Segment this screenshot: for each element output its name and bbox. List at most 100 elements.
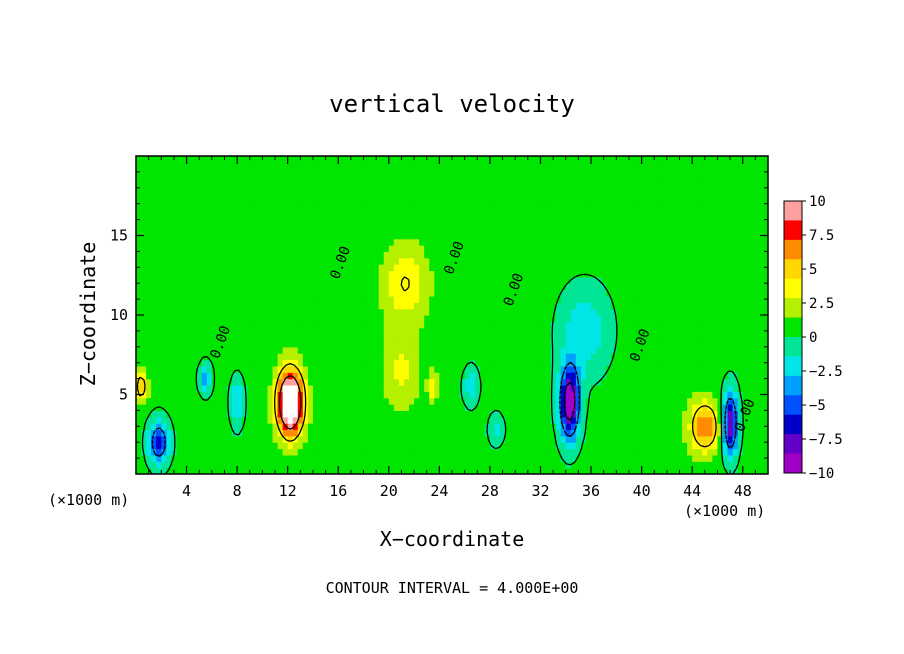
- heatmap-cell: [343, 206, 349, 214]
- heatmap-cell: [282, 181, 289, 189]
- heatmap-cell: [166, 187, 172, 195]
- heatmap-cell: [307, 289, 314, 297]
- heatmap-cell: [469, 181, 476, 189]
- heatmap-cell: [439, 410, 446, 418]
- heatmap-cell: [444, 225, 451, 233]
- heatmap-cell: [146, 454, 152, 462]
- heatmap-cell: [338, 423, 344, 431]
- heatmap-cell: [227, 251, 233, 259]
- heatmap-cell: [181, 206, 188, 214]
- heatmap-cell: [500, 276, 506, 284]
- heatmap-cell: [343, 251, 349, 259]
- heatmap-cell: [596, 283, 602, 291]
- heatmap-cell: [621, 365, 628, 373]
- heatmap-cell: [216, 359, 223, 367]
- heatmap-cell: [221, 448, 228, 456]
- heatmap-cell: [611, 346, 617, 354]
- heatmap-cell: [398, 181, 405, 189]
- heatmap-cell: [454, 365, 461, 373]
- heatmap-cell: [227, 321, 233, 329]
- heatmap-cell: [176, 194, 183, 202]
- heatmap-cell: [348, 238, 355, 246]
- heatmap-cell: [146, 181, 152, 189]
- heatmap-cell: [307, 378, 314, 386]
- heatmap-cell: [626, 264, 633, 272]
- heatmap-cell: [247, 365, 253, 373]
- heatmap-cell: [216, 194, 223, 202]
- heatmap-cell: [206, 359, 213, 367]
- heatmap-cell: [403, 353, 410, 361]
- heatmap-cell: [181, 295, 188, 303]
- heatmap-cell: [287, 359, 294, 367]
- heatmap-cell: [252, 384, 258, 392]
- heatmap-cell: [343, 175, 349, 183]
- heatmap-cell: [494, 162, 501, 170]
- heatmap-cell: [216, 429, 223, 437]
- heatmap-cell: [505, 295, 511, 303]
- heatmap-cell: [469, 302, 476, 310]
- heatmap-cell: [393, 295, 400, 303]
- heatmap-cell: [393, 321, 400, 329]
- heatmap-cell: [368, 187, 375, 195]
- heatmap-cell: [454, 448, 461, 456]
- heatmap-cell: [419, 384, 425, 392]
- heatmap-cell: [434, 448, 440, 456]
- heatmap-cell: [565, 302, 572, 310]
- heatmap-cell: [621, 461, 628, 469]
- heatmap-cell: [176, 391, 183, 399]
- heatmap-cell: [494, 194, 501, 202]
- heatmap-cell: [575, 442, 582, 450]
- heatmap-cell: [489, 365, 496, 373]
- heatmap-cell: [419, 219, 425, 227]
- heatmap-cell: [525, 187, 531, 195]
- heatmap-cell: [606, 283, 612, 291]
- heatmap-cell: [560, 404, 567, 411]
- heatmap-cell: [287, 175, 294, 183]
- heatmap-cell: [388, 315, 395, 322]
- heatmap-cell: [611, 257, 617, 265]
- heatmap-cell: [343, 378, 349, 386]
- heatmap-cell: [312, 219, 319, 227]
- heatmap-cell: [388, 156, 395, 163]
- heatmap-cell: [626, 410, 633, 418]
- heatmap-cell: [211, 181, 218, 189]
- heatmap-cell: [631, 454, 638, 462]
- heatmap-cell: [287, 232, 294, 240]
- heatmap-cell: [343, 467, 349, 474]
- heatmap-cell: [424, 194, 430, 202]
- heatmap-cell: [338, 327, 344, 335]
- heatmap-cell: [141, 264, 147, 272]
- heatmap-cell: [479, 410, 486, 418]
- heatmap-cell: [591, 321, 597, 329]
- heatmap-cell: [575, 264, 582, 272]
- heatmap-cell: [368, 404, 375, 411]
- heatmap-cell: [454, 213, 461, 221]
- heatmap-cell: [409, 334, 415, 342]
- heatmap-cell: [267, 448, 274, 456]
- heatmap-cell: [409, 194, 415, 202]
- heatmap-cell: [565, 429, 572, 437]
- heatmap-cell: [474, 416, 481, 424]
- heatmap-cell: [206, 175, 213, 183]
- heatmap-cell: [242, 334, 248, 342]
- heatmap-cell: [312, 410, 319, 418]
- heatmap-cell: [596, 346, 602, 354]
- heatmap-cell: [216, 276, 223, 284]
- heatmap-cell: [540, 156, 547, 163]
- heatmap-cell: [555, 461, 562, 469]
- heatmap-cell: [631, 187, 638, 195]
- heatmap-cell: [510, 378, 516, 386]
- heatmap-cell: [449, 225, 456, 233]
- heatmap-cell: [484, 289, 491, 297]
- heatmap-cell: [505, 346, 511, 354]
- heatmap-cell: [161, 187, 167, 195]
- heatmap-cell: [520, 175, 526, 183]
- heatmap-cell: [570, 295, 577, 303]
- heatmap-cell: [449, 378, 456, 386]
- heatmap-cell: [479, 295, 486, 303]
- heatmap-cell: [388, 448, 395, 456]
- heatmap-cell: [591, 194, 597, 202]
- heatmap-cell: [403, 397, 410, 405]
- heatmap-cell: [161, 206, 167, 214]
- heatmap-cell: [459, 321, 466, 329]
